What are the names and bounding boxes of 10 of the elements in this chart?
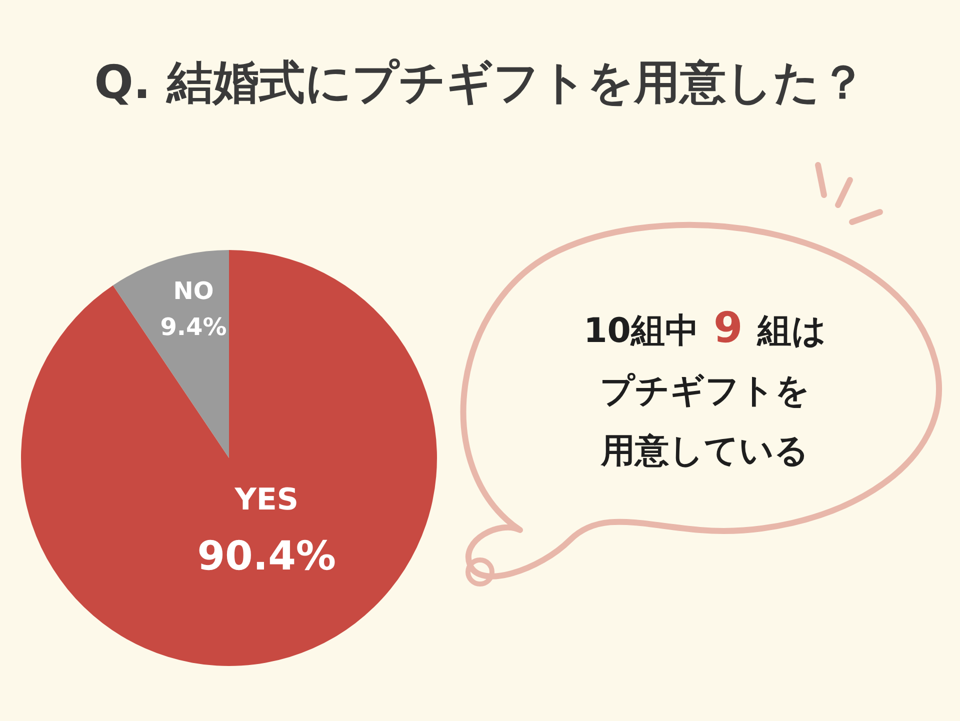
data-label: 90.4% xyxy=(197,533,336,580)
text: プチギフトを xyxy=(600,371,810,411)
chart-title: Q. 結婚式にプチギフトを用意した？ xyxy=(94,55,866,109)
slice-label: YES xyxy=(234,482,299,518)
pie-slice xyxy=(112,250,229,458)
slice-label: NO xyxy=(173,276,214,305)
data-label: 9.4% xyxy=(160,312,227,341)
pie-slice xyxy=(21,250,437,666)
text: 用意している xyxy=(600,431,809,471)
text: 10組中 9 組は xyxy=(584,303,826,352)
